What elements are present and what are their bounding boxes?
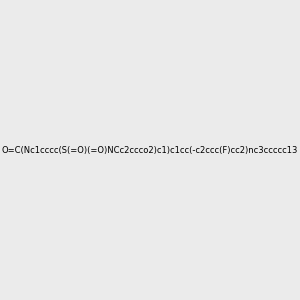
Text: O=C(Nc1cccc(S(=O)(=O)NCc2ccco2)c1)c1cc(-c2ccc(F)cc2)nc3ccccc13: O=C(Nc1cccc(S(=O)(=O)NCc2ccco2)c1)c1cc(-… [2,146,298,154]
